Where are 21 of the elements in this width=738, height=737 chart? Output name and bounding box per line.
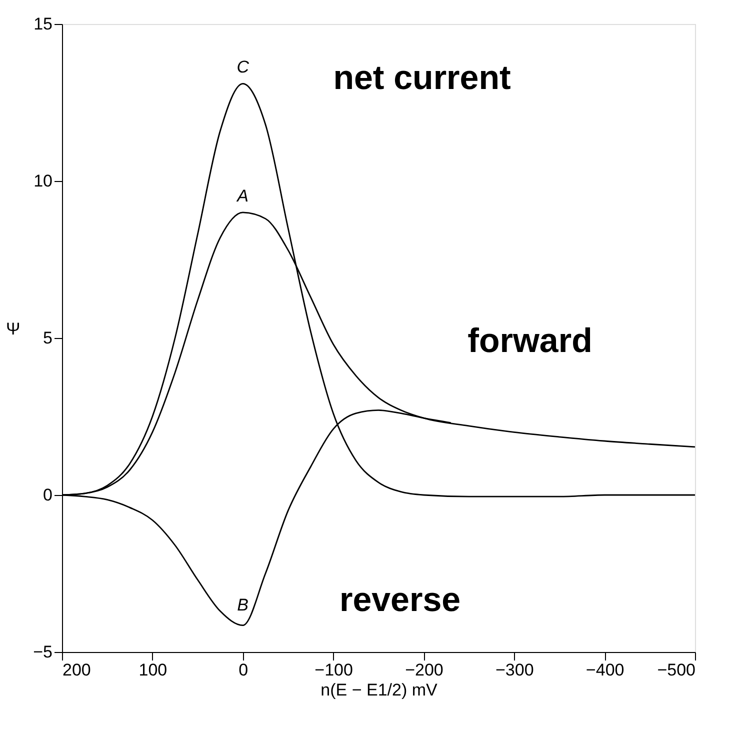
annotation: forward <box>468 322 592 360</box>
x-tick-label: −200 <box>405 660 444 680</box>
y-tick-label: 15 <box>34 14 52 34</box>
annotation: C <box>236 58 250 77</box>
annotation: A <box>236 186 249 206</box>
annotation: reverse <box>339 581 461 619</box>
x-tick-label: −100 <box>314 660 353 680</box>
y-tick-label: −5 <box>33 642 52 662</box>
y-axis-title: Ψ <box>6 320 20 338</box>
x-tick-label: −300 <box>495 660 534 680</box>
annotation: net current <box>333 59 511 97</box>
y-tick-label: 10 <box>34 172 52 190</box>
x-tick-label: 100 <box>138 660 168 680</box>
x-tick-label: −400 <box>586 660 624 680</box>
x-tick-label: 200 <box>62 660 91 680</box>
x-axis-title: n(E − E1/2) mV <box>320 680 438 700</box>
y-tick-label: 0 <box>43 486 52 504</box>
annotation: B <box>237 595 249 614</box>
y-tick-label: 5 <box>43 328 52 348</box>
x-tick-label: 0 <box>238 660 248 680</box>
x-tick-label: −500 <box>657 660 696 680</box>
